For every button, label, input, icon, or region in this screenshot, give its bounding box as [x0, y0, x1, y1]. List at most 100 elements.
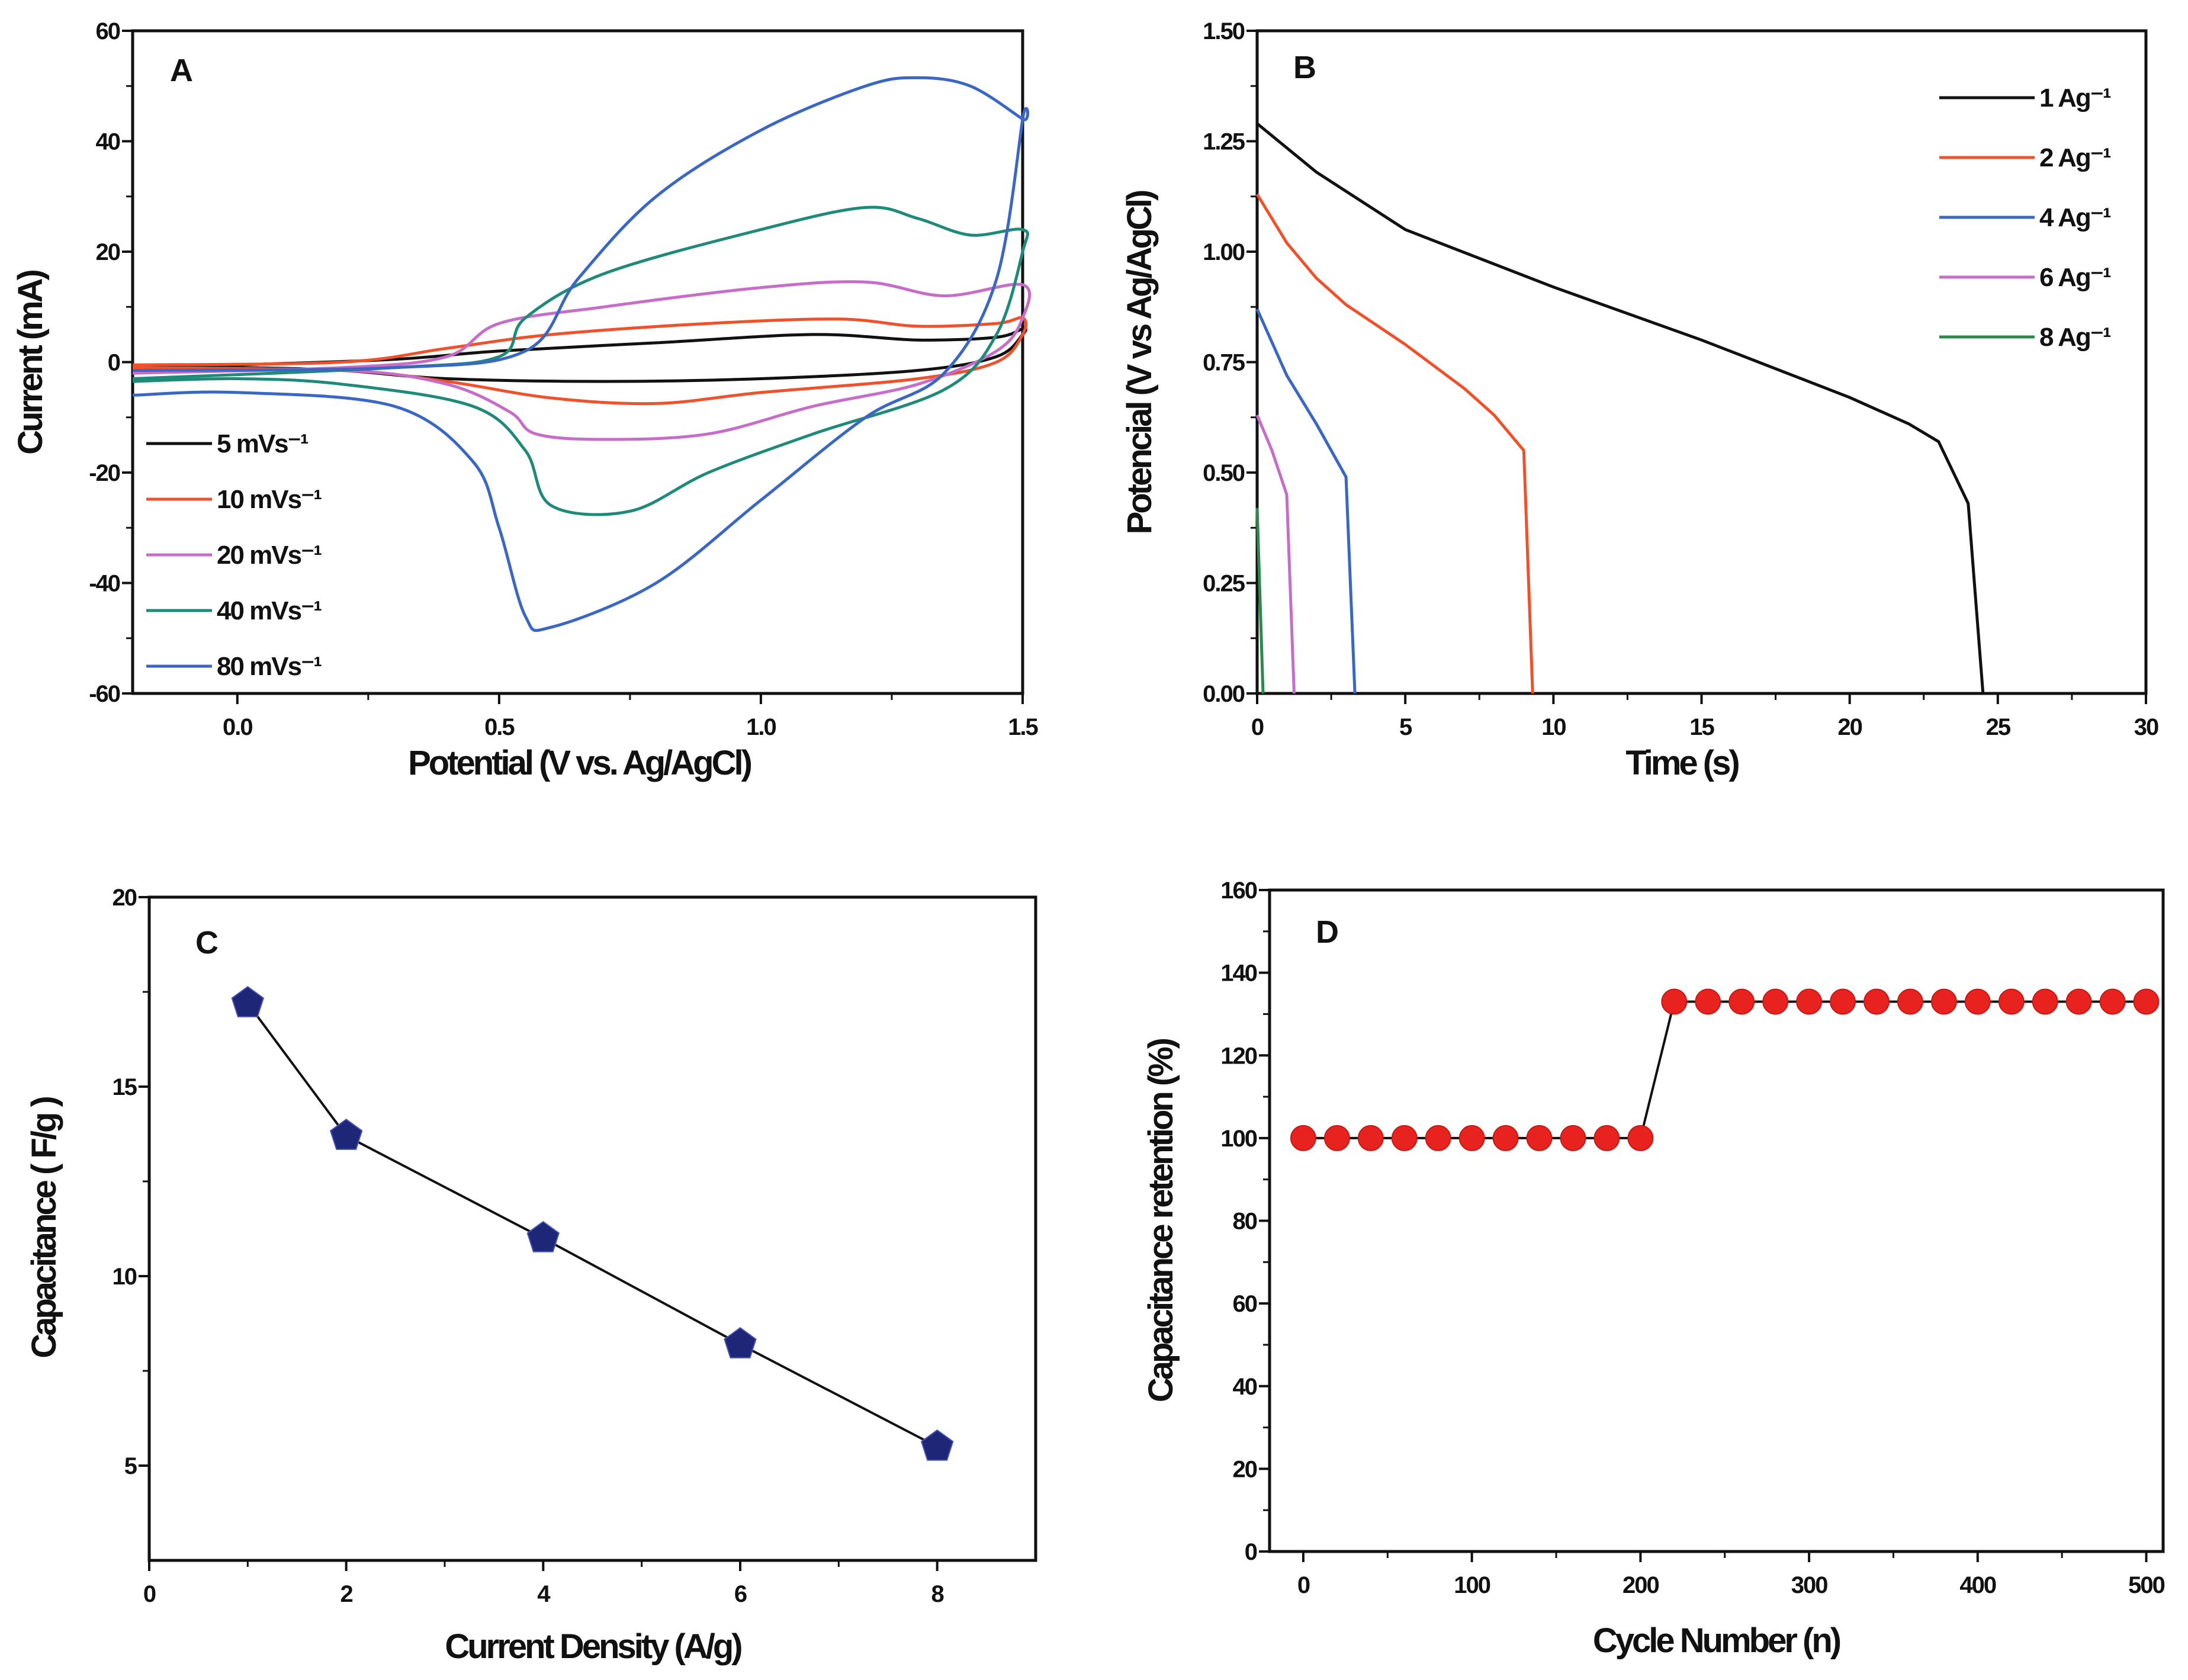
x-tick-label: 15: [1689, 714, 1714, 740]
legend-label: 80 mVs⁻¹: [217, 652, 322, 681]
y-tick-label: 20: [113, 885, 137, 911]
x-tick-label: 20: [1837, 714, 1862, 740]
series-line-1: [1255, 193, 1534, 694]
series-line-0: [1256, 122, 1985, 694]
series-line-4: [1255, 507, 1265, 694]
data-point-circle: [1425, 1125, 1451, 1151]
y-tick-label: 1.50: [1203, 18, 1245, 44]
x-tick-label: 4: [537, 1581, 551, 1607]
y-tick-label: 120: [1220, 1043, 1257, 1069]
data-point-pentagon: [329, 1118, 363, 1150]
series-line-3: [132, 205, 1029, 516]
data-point-circle: [1796, 988, 1823, 1015]
series-line-1: [132, 316, 1028, 406]
data-point-circle: [1897, 988, 1923, 1015]
series-line-4: [132, 76, 1029, 632]
x-axis-title: Potential (V vs. Ag/AgCl): [408, 744, 751, 782]
x-tick-label: 200: [1622, 1572, 1659, 1598]
y-tick-label: 15: [113, 1074, 137, 1100]
y-tick-label: 0.00: [1203, 681, 1245, 707]
panel-letter: B: [1293, 50, 1316, 85]
y-axis-title: Capacitance retention (%): [1142, 1039, 1180, 1402]
y-tick-label: 0.75: [1203, 350, 1245, 376]
y-tick-label: 5: [124, 1453, 137, 1479]
plot-frame: [1255, 29, 2148, 695]
x-axis-title: Cycle Number (n): [1593, 1621, 1840, 1660]
data-point-pentagon: [920, 1429, 954, 1461]
data-point-circle: [1391, 1125, 1418, 1151]
series-line-0: [1303, 1000, 2147, 1139]
panel-letter: D: [1316, 914, 1339, 950]
series-line-2: [1255, 308, 1357, 694]
data-point-circle: [1357, 1125, 1384, 1151]
x-tick-label: 500: [2128, 1572, 2164, 1598]
data-point-circle: [1661, 988, 1688, 1015]
legend-label: 8 Ag⁻¹: [2039, 323, 2111, 352]
y-tick-label: 20: [96, 239, 120, 265]
legend-label: 5 mVs⁻¹: [217, 429, 309, 458]
panel-c-capacitance-vs-current-density: 0 2 4 6 8 5 10 15 20 Current Density (A/g) Capacit…: [25, 885, 1037, 1666]
y-tick-label: 10: [113, 1264, 137, 1290]
legend-label: 20 mVs⁻¹: [217, 541, 322, 570]
y-tick-label: 60: [96, 18, 120, 44]
legend-label: 4 Ag⁻¹: [2039, 203, 2111, 232]
series-line-3: [1255, 415, 1296, 694]
plot-frame: [131, 29, 1024, 695]
series-line-0: [246, 1003, 938, 1448]
x-tick-label: 1.0: [746, 714, 776, 740]
x-tick-label: 0: [1297, 1572, 1310, 1598]
data-point-circle: [1458, 1125, 1485, 1151]
y-axis-title: Potencial (V vs Ag/AgCl): [1120, 191, 1159, 534]
y-axis-title: Capacitance ( F/g ): [25, 1097, 63, 1358]
legend-label: 1 Ag⁻¹: [2039, 83, 2111, 113]
x-tick-label: 25: [1986, 714, 2011, 740]
x-tick-label: 6: [734, 1581, 747, 1607]
data-point-circle: [1627, 1125, 1654, 1151]
x-tick-label: 300: [1791, 1572, 1827, 1598]
y-tick-label: 80: [1233, 1209, 1257, 1235]
data-point-pentagon: [231, 985, 265, 1017]
y-tick-label: -20: [89, 460, 120, 486]
data-point-circle: [1290, 1125, 1316, 1151]
y-tick-label: -40: [89, 571, 120, 597]
x-tick-label: 0.0: [223, 714, 252, 740]
y-tick-label: 60: [1233, 1291, 1257, 1317]
y-tick-label: 0.50: [1203, 460, 1245, 486]
data-point-pentagon: [526, 1220, 560, 1252]
legend-label: 6 Ag⁻¹: [2039, 263, 2111, 292]
plot-frame: [1268, 888, 2165, 1553]
data-point-circle: [1526, 1125, 1553, 1151]
data-point-circle: [1864, 988, 1890, 1015]
data-point-circle: [1964, 988, 1991, 1015]
data-point-circle: [1762, 988, 1789, 1015]
x-tick-label: 30: [2134, 714, 2158, 740]
y-tick-label: 0.25: [1203, 571, 1245, 597]
x-axis-title: Time (s): [1625, 744, 1739, 782]
x-tick-label: 0: [1251, 714, 1264, 740]
x-tick-label: 400: [1959, 1572, 1996, 1598]
y-tick-label: -60: [89, 681, 120, 707]
y-axis-title: Current (mA): [11, 270, 50, 454]
data-point-circle: [1830, 988, 1856, 1015]
x-tick-label: 10: [1541, 714, 1566, 740]
panel-a-cyclic-voltammetry: 0.0 0.5 1.0 1.5 -60 -40 -20 0 20 40 60 Potential (V…: [11, 18, 1040, 782]
y-tick-label: 0: [108, 350, 120, 376]
data-point-circle: [1560, 1125, 1586, 1151]
legend-label: 10 mVs⁻¹: [217, 485, 322, 514]
panel-letter: C: [195, 925, 219, 961]
x-axis-title: Current Density (A/g): [445, 1627, 741, 1666]
data-point-circle: [1492, 1125, 1519, 1151]
data-point-circle: [1695, 988, 1721, 1015]
plot-frame: [147, 895, 1037, 1562]
x-tick-label: 2: [340, 1581, 353, 1607]
legend-label: 2 Ag⁻¹: [2039, 143, 2111, 172]
y-tick-label: 40: [1233, 1374, 1257, 1400]
data-point-circle: [2133, 988, 2160, 1015]
y-tick-label: 160: [1220, 878, 1257, 904]
x-tick-label: 100: [1454, 1572, 1490, 1598]
data-point-pentagon: [724, 1326, 757, 1358]
data-point-circle: [1323, 1125, 1350, 1151]
y-tick-label: 40: [96, 129, 120, 155]
data-point-circle: [1728, 988, 1755, 1015]
